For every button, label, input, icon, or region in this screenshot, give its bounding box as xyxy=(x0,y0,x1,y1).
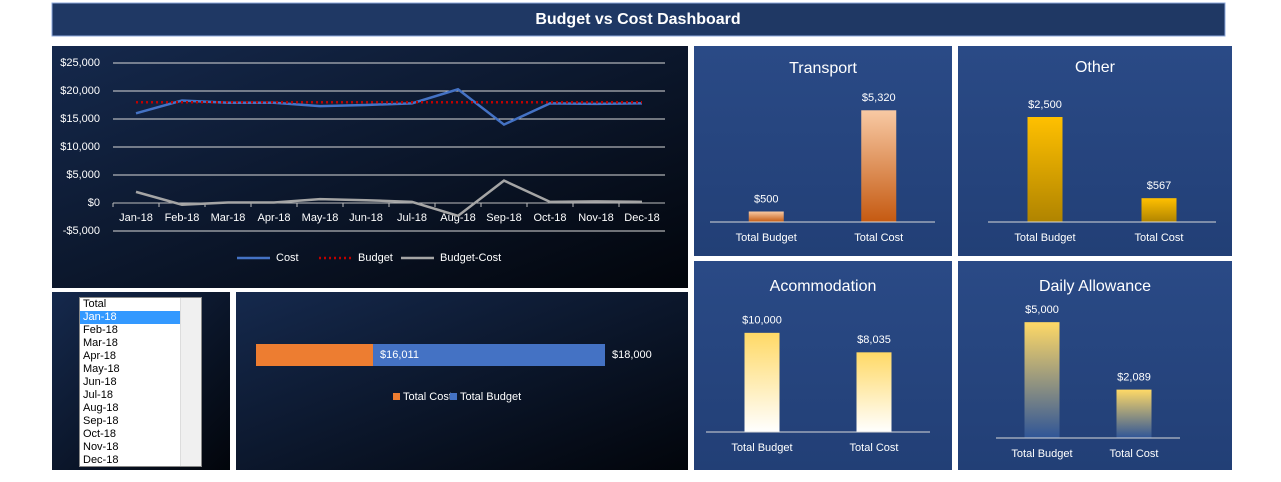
list-item[interactable]: Jan-18 xyxy=(80,311,181,324)
list-item[interactable]: Apr-18 xyxy=(83,350,117,362)
x-tick-label: Aug-18 xyxy=(440,212,475,224)
chart-title: Other xyxy=(1075,59,1116,76)
value-label: $567 xyxy=(1147,180,1171,192)
x-tick-label: May-18 xyxy=(302,212,339,224)
x-tick-label: Total Cost xyxy=(850,442,899,454)
value-label: $2,089 xyxy=(1117,372,1151,384)
y-tick-label: $5,000 xyxy=(66,169,100,181)
legend-swatch xyxy=(450,393,457,400)
bar xyxy=(1116,389,1152,438)
x-tick-label: Total Budget xyxy=(1011,448,1072,460)
x-tick-label: Total Budget xyxy=(731,442,792,454)
value-label: $10,000 xyxy=(742,315,782,327)
x-tick-label: Mar-18 xyxy=(211,212,246,224)
list-item[interactable]: Feb-18 xyxy=(83,324,118,336)
line-series xyxy=(135,179,643,218)
legend-label: Cost xyxy=(276,252,299,264)
x-tick-label: Jun-18 xyxy=(349,212,383,224)
list-item[interactable]: May-18 xyxy=(83,363,120,375)
x-tick-label: Nov-18 xyxy=(578,212,613,224)
x-tick-label: Total Budget xyxy=(736,232,797,244)
panel xyxy=(694,261,952,470)
legend-swatch xyxy=(393,393,400,400)
y-tick-label: $0 xyxy=(88,197,100,209)
list-item[interactable]: Jul-18 xyxy=(83,389,113,401)
chart-title: Transport xyxy=(789,60,857,77)
panel xyxy=(694,46,952,256)
legend-label: Budget xyxy=(358,252,393,264)
panel xyxy=(236,292,688,470)
x-tick-label: Total Budget xyxy=(1014,232,1075,244)
value-label: $8,035 xyxy=(857,334,891,346)
legend-label: Total Cost xyxy=(403,391,452,403)
bar xyxy=(861,110,897,222)
list-item[interactable]: Nov-18 xyxy=(83,441,119,453)
x-tick-label: Apr-18 xyxy=(257,212,290,224)
x-tick-label: Oct-18 xyxy=(533,212,566,224)
bar xyxy=(1024,322,1060,438)
bar-segment xyxy=(256,344,374,366)
bar xyxy=(1141,198,1177,222)
scrollbar[interactable] xyxy=(180,298,201,466)
x-tick-label: Total Cost xyxy=(1135,232,1184,244)
list-item[interactable]: Sep-18 xyxy=(83,415,119,427)
y-tick-label: $25,000 xyxy=(60,57,100,69)
x-tick-label: Sep-18 xyxy=(486,212,521,224)
listbox[interactable]: Total Jan-18 Feb-18 Mar-18 Apr-18 May-18 Jun-1… xyxy=(79,297,202,467)
y-tick-label: $15,000 xyxy=(60,113,100,125)
value-label: $5,000 xyxy=(1025,304,1059,316)
panel xyxy=(958,46,1232,256)
list-item[interactable]: Jun-18 xyxy=(83,376,117,388)
chart-title: Daily Allowance xyxy=(1039,278,1151,295)
bar xyxy=(744,332,780,432)
x-tick-label: Total Cost xyxy=(1110,448,1159,460)
x-tick-label: Feb-18 xyxy=(165,212,200,224)
title-bar xyxy=(51,2,1226,37)
legend-label: Budget-Cost xyxy=(440,252,501,264)
y-tick-label: -$5,000 xyxy=(63,225,100,237)
list-item[interactable]: Aug-18 xyxy=(83,402,119,414)
panel xyxy=(958,261,1232,470)
list-item[interactable]: Oct-18 xyxy=(83,428,117,440)
x-tick-label: Jan-18 xyxy=(119,212,153,224)
list-item[interactable]: Dec-18 xyxy=(83,454,119,466)
list-item[interactable]: Total xyxy=(83,298,107,310)
y-tick-label: $20,000 xyxy=(60,85,100,97)
legend-label: Total Budget xyxy=(460,391,521,403)
value-label: $2,500 xyxy=(1028,99,1062,111)
x-tick-label: Dec-18 xyxy=(624,212,659,224)
bar xyxy=(748,211,784,222)
chart-title: Acommodation xyxy=(770,278,877,295)
y-tick-label: $10,000 xyxy=(60,141,100,153)
bar xyxy=(1027,117,1063,222)
x-tick-label: Jul-18 xyxy=(397,212,427,224)
annotation: $18,000 xyxy=(612,349,652,361)
value-label: $500 xyxy=(754,193,778,205)
annotation: $16,011 xyxy=(380,349,419,361)
bar xyxy=(856,352,892,432)
dashboard-title: Budget vs Cost Dashboard xyxy=(535,11,740,28)
x-tick-label: Total Cost xyxy=(854,232,903,244)
list-item[interactable]: Mar-18 xyxy=(83,337,118,349)
value-label: $5,320 xyxy=(862,92,896,104)
bar-segment xyxy=(373,344,605,366)
panel xyxy=(52,46,688,288)
